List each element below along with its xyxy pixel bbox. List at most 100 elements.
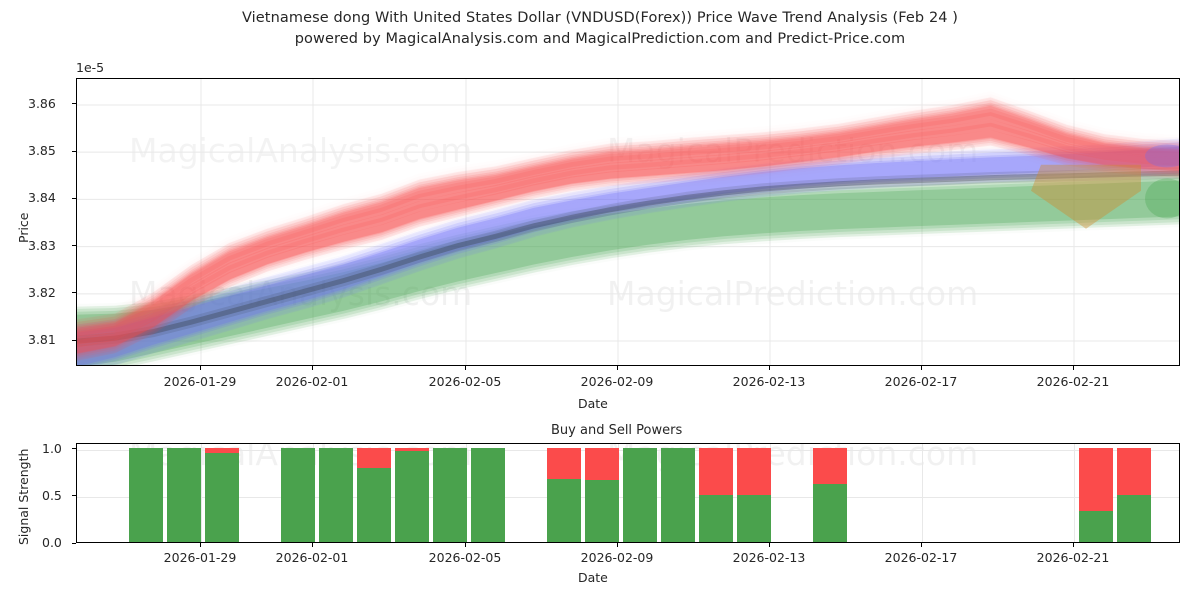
bar-y-tick-2: 1.0 [42, 440, 62, 456]
bar-y-tickmark-2 [72, 448, 76, 450]
price-y-tick-0: 3.81 [28, 332, 56, 348]
bar-x-tick-1: 2026-02-01 [275, 550, 349, 565]
price-y-tickmark-4 [72, 150, 76, 152]
bar-sell-segment [547, 447, 581, 479]
bar-x-axis-label: Date [578, 570, 608, 585]
price-x-tickmark-3 [616, 366, 618, 370]
bar-x-tick-0: 2026-01-29 [163, 550, 237, 565]
bar-column[interactable] [433, 444, 467, 542]
bar-sell-segment [699, 447, 733, 495]
bar-y-tickmark-1 [72, 495, 76, 497]
bar-column[interactable] [205, 444, 239, 542]
bar-sell-segment [737, 447, 771, 495]
bar-x-tickmark-0 [199, 543, 201, 547]
buy-sell-chart-title: Buy and Sell Powers [551, 423, 683, 438]
bar-buy-segment [471, 447, 505, 542]
bar-sell-segment [585, 447, 619, 480]
buy-sell-powers-chart[interactable]: MagicalAnalysis.com MagicalPrediction.co… [76, 443, 1180, 543]
price-wave-chart[interactable]: MagicalAnalysis.com MagicalPrediction.co… [76, 78, 1180, 366]
price-y-tick-1: 3.82 [28, 284, 56, 300]
bar-sell-segment [813, 447, 847, 485]
bar-column[interactable] [547, 444, 581, 542]
y-axis-offset-text: 1e-5 [76, 60, 105, 75]
bar-buy-segment [737, 494, 771, 542]
bar-x-tickmark-1 [311, 543, 313, 547]
bar-column[interactable] [1117, 444, 1151, 542]
bar-y-tick-1: 0.5 [42, 487, 62, 503]
page-title: Vietnamese dong With United States Dolla… [0, 8, 1200, 50]
bar-buy-segment [433, 447, 467, 542]
bar-sell-segment [1079, 447, 1113, 511]
price-y-axis-label: Price [16, 212, 31, 244]
price-x-tickmark-0 [199, 366, 201, 370]
price-y-tickmark-2 [72, 245, 76, 247]
bar-x-tickmark-2 [464, 543, 466, 547]
bar-y-tickmark-0 [72, 542, 76, 544]
bar-sell-segment [1117, 447, 1151, 495]
bar-column[interactable] [129, 444, 163, 542]
bar-sell-segment [357, 447, 391, 469]
bar-y-tick-0: 0.0 [42, 535, 62, 550]
bar-buy-segment [357, 468, 391, 542]
bar-sell-segment [205, 447, 239, 454]
bar-x-tick-3: 2026-02-09 [580, 550, 654, 565]
price-x-tickmark-2 [464, 366, 466, 370]
price-x-tick-5: 2026-02-17 [884, 374, 958, 389]
price-x-tick-2: 2026-02-05 [428, 374, 502, 389]
bar-x-tickmark-4 [768, 543, 770, 547]
bar-buy-segment [395, 451, 429, 542]
bar-column[interactable] [1079, 444, 1113, 542]
bar-column[interactable] [813, 444, 847, 542]
price-wave-svg [77, 79, 1179, 365]
bar-buy-segment [1117, 494, 1151, 542]
price-x-tick-3: 2026-02-09 [580, 374, 654, 389]
bar-buy-segment [661, 447, 695, 542]
bar-buy-segment [129, 447, 163, 542]
bar-column[interactable] [471, 444, 505, 542]
bar-column[interactable] [281, 444, 315, 542]
price-x-tick-6: 2026-02-21 [1036, 374, 1110, 389]
title-line-2: powered by MagicalAnalysis.com and Magic… [294, 31, 906, 47]
bar-buy-segment [699, 494, 733, 542]
bar-x-tick-6: 2026-02-21 [1036, 550, 1110, 565]
bar-x-tickmark-6 [1072, 543, 1074, 547]
bar-gridline-vertical [922, 444, 923, 542]
bar-column[interactable] [661, 444, 695, 542]
bar-buy-segment [281, 447, 315, 542]
price-y-tickmark-5 [72, 103, 76, 105]
price-x-tickmark-1 [311, 366, 313, 370]
price-x-tickmark-4 [768, 366, 770, 370]
bar-column[interactable] [699, 444, 733, 542]
bar-column[interactable] [585, 444, 619, 542]
price-y-tickmark-0 [72, 339, 76, 341]
bar-x-tickmark-3 [616, 543, 618, 547]
bar-sell-segment [395, 447, 429, 452]
price-x-tickmark-6 [1072, 366, 1074, 370]
bar-column[interactable] [167, 444, 201, 542]
bar-column[interactable] [737, 444, 771, 542]
price-x-tick-0: 2026-01-29 [163, 374, 237, 389]
bar-gridline-vertical [1074, 444, 1075, 542]
price-x-axis-label: Date [578, 396, 608, 411]
price-x-tick-4: 2026-02-13 [732, 374, 806, 389]
bar-buy-segment [623, 447, 657, 542]
price-y-tickmark-1 [72, 292, 76, 294]
bar-x-tick-2: 2026-02-05 [428, 550, 502, 565]
price-y-tick-3: 3.84 [28, 190, 56, 206]
price-y-tickmark-3 [72, 197, 76, 199]
price-y-tick-5: 3.86 [28, 95, 56, 111]
bar-y-axis-label: Signal Strength [16, 448, 31, 545]
bar-column[interactable] [623, 444, 657, 542]
bar-buy-segment [585, 479, 619, 542]
bar-buy-segment [1079, 510, 1113, 542]
bar-buy-segment [205, 453, 239, 542]
bar-column[interactable] [319, 444, 353, 542]
bar-x-tickmark-5 [920, 543, 922, 547]
bar-x-tick-4: 2026-02-13 [732, 550, 806, 565]
bar-column[interactable] [395, 444, 429, 542]
bar-gridline-vertical [201, 444, 202, 542]
bar-x-tick-5: 2026-02-17 [884, 550, 958, 565]
bar-buy-segment [319, 447, 353, 542]
bar-column[interactable] [357, 444, 391, 542]
